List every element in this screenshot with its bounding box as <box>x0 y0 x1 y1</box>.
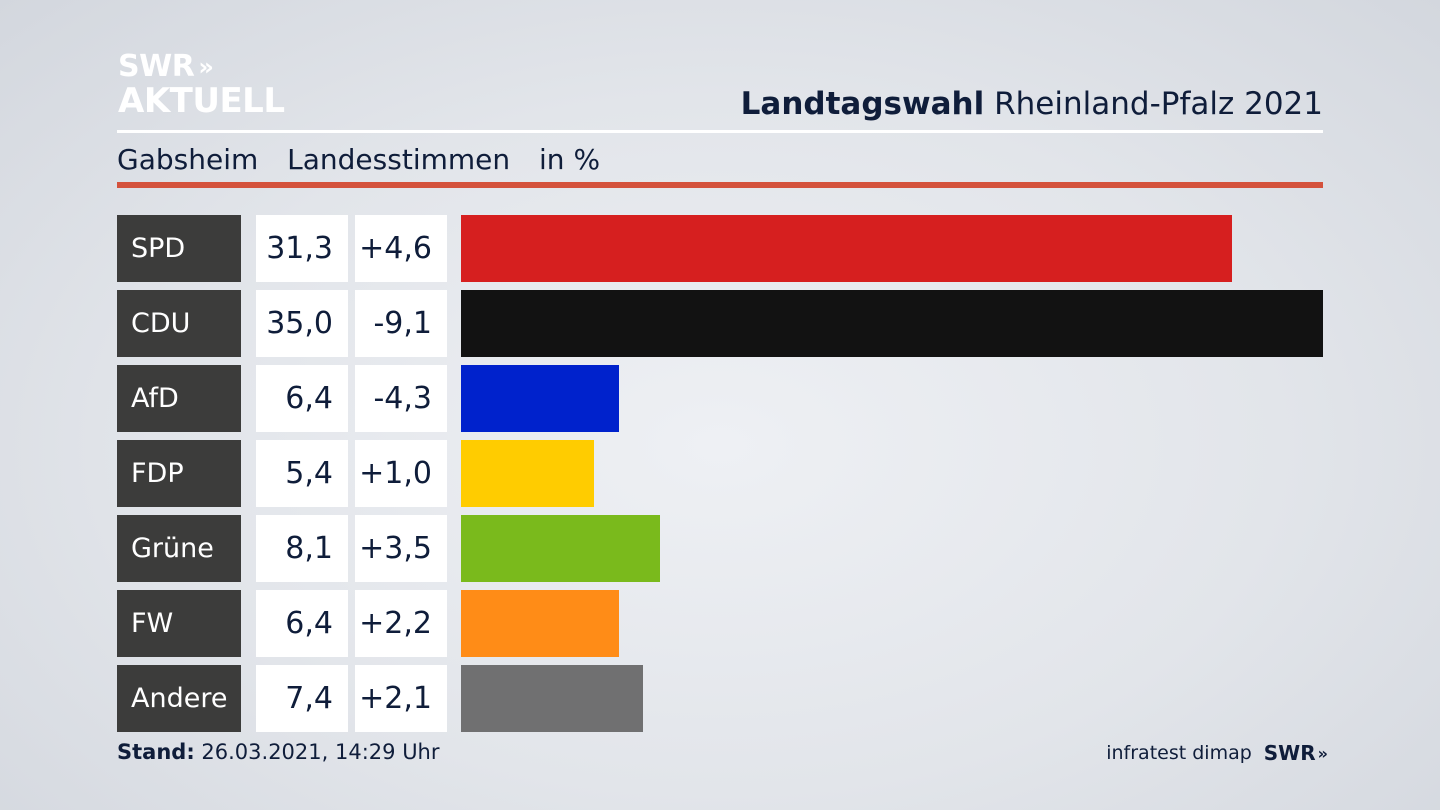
party-label: Grüne <box>117 515 241 582</box>
bar <box>461 290 1323 357</box>
logo-swr-text: SWR <box>118 49 195 84</box>
timestamp: Stand: 26.03.2021, 14:29 Uhr <box>117 740 440 764</box>
party-label: FW <box>117 590 241 657</box>
party-label: Andere <box>117 665 241 732</box>
bar <box>461 215 1232 282</box>
chart-row: SPD 31,3 +4,6 <box>0 215 1440 282</box>
swr-aktuell-logo: SWR » AKTUELL <box>118 49 285 121</box>
diff-label: +2,2 <box>355 590 447 657</box>
subheader-vote-type: Landesstimmen <box>287 143 511 176</box>
chart-row: FDP 5,4 +1,0 <box>0 440 1440 507</box>
diff-label: +1,0 <box>355 440 447 507</box>
bar <box>461 515 660 582</box>
logo-chevron-icon: » <box>198 53 213 81</box>
title-rest: Rheinland-Pfalz 2021 <box>994 86 1323 122</box>
diff-label: +2,1 <box>355 665 447 732</box>
header-divider <box>117 130 1323 133</box>
party-label: FDP <box>117 440 241 507</box>
chart-row: AfD 6,4 -4,3 <box>0 365 1440 432</box>
subheader-place: Gabsheim <box>117 143 259 176</box>
subheader: Gabsheim Landesstimmen in % <box>117 143 620 176</box>
footer-chevron-icon: » <box>1317 743 1329 763</box>
diff-label: -4,3 <box>355 365 447 432</box>
chart-row: FW 6,4 +2,2 <box>0 590 1440 657</box>
diff-label: +4,6 <box>355 215 447 282</box>
party-label: CDU <box>117 290 241 357</box>
chart-row: CDU 35,0 -9,1 <box>0 290 1440 357</box>
value-label: 7,4 <box>256 665 348 732</box>
value-label: 6,4 <box>256 590 348 657</box>
source-text: infratest dimap <box>1106 742 1252 764</box>
stand-label: Stand: <box>117 740 195 764</box>
source-credit: infratest dimap SWR » <box>1106 741 1329 765</box>
bar <box>461 590 619 657</box>
bar <box>461 440 594 507</box>
chart-row: Andere 7,4 +2,1 <box>0 665 1440 732</box>
logo-aktuell-text: AKTUELL <box>118 81 285 121</box>
stand-value: 26.03.2021, 14:29 Uhr <box>201 740 440 764</box>
value-label: 31,3 <box>256 215 348 282</box>
party-label: SPD <box>117 215 241 282</box>
value-label: 35,0 <box>256 290 348 357</box>
bar <box>461 665 643 732</box>
subheader-unit: in % <box>539 143 601 176</box>
party-label: AfD <box>117 365 241 432</box>
footer-brand-logo: SWR <box>1263 741 1316 765</box>
title-bold: Landtagswahl <box>740 86 985 122</box>
accent-divider <box>117 182 1323 188</box>
bar <box>461 365 619 432</box>
diff-label: +3,5 <box>355 515 447 582</box>
diff-label: -9,1 <box>355 290 447 357</box>
value-label: 5,4 <box>256 440 348 507</box>
value-label: 6,4 <box>256 365 348 432</box>
value-label: 8,1 <box>256 515 348 582</box>
page-title: Landtagswahl Rheinland-Pfalz 2021 <box>741 86 1323 122</box>
chart-row: Grüne 8,1 +3,5 <box>0 515 1440 582</box>
